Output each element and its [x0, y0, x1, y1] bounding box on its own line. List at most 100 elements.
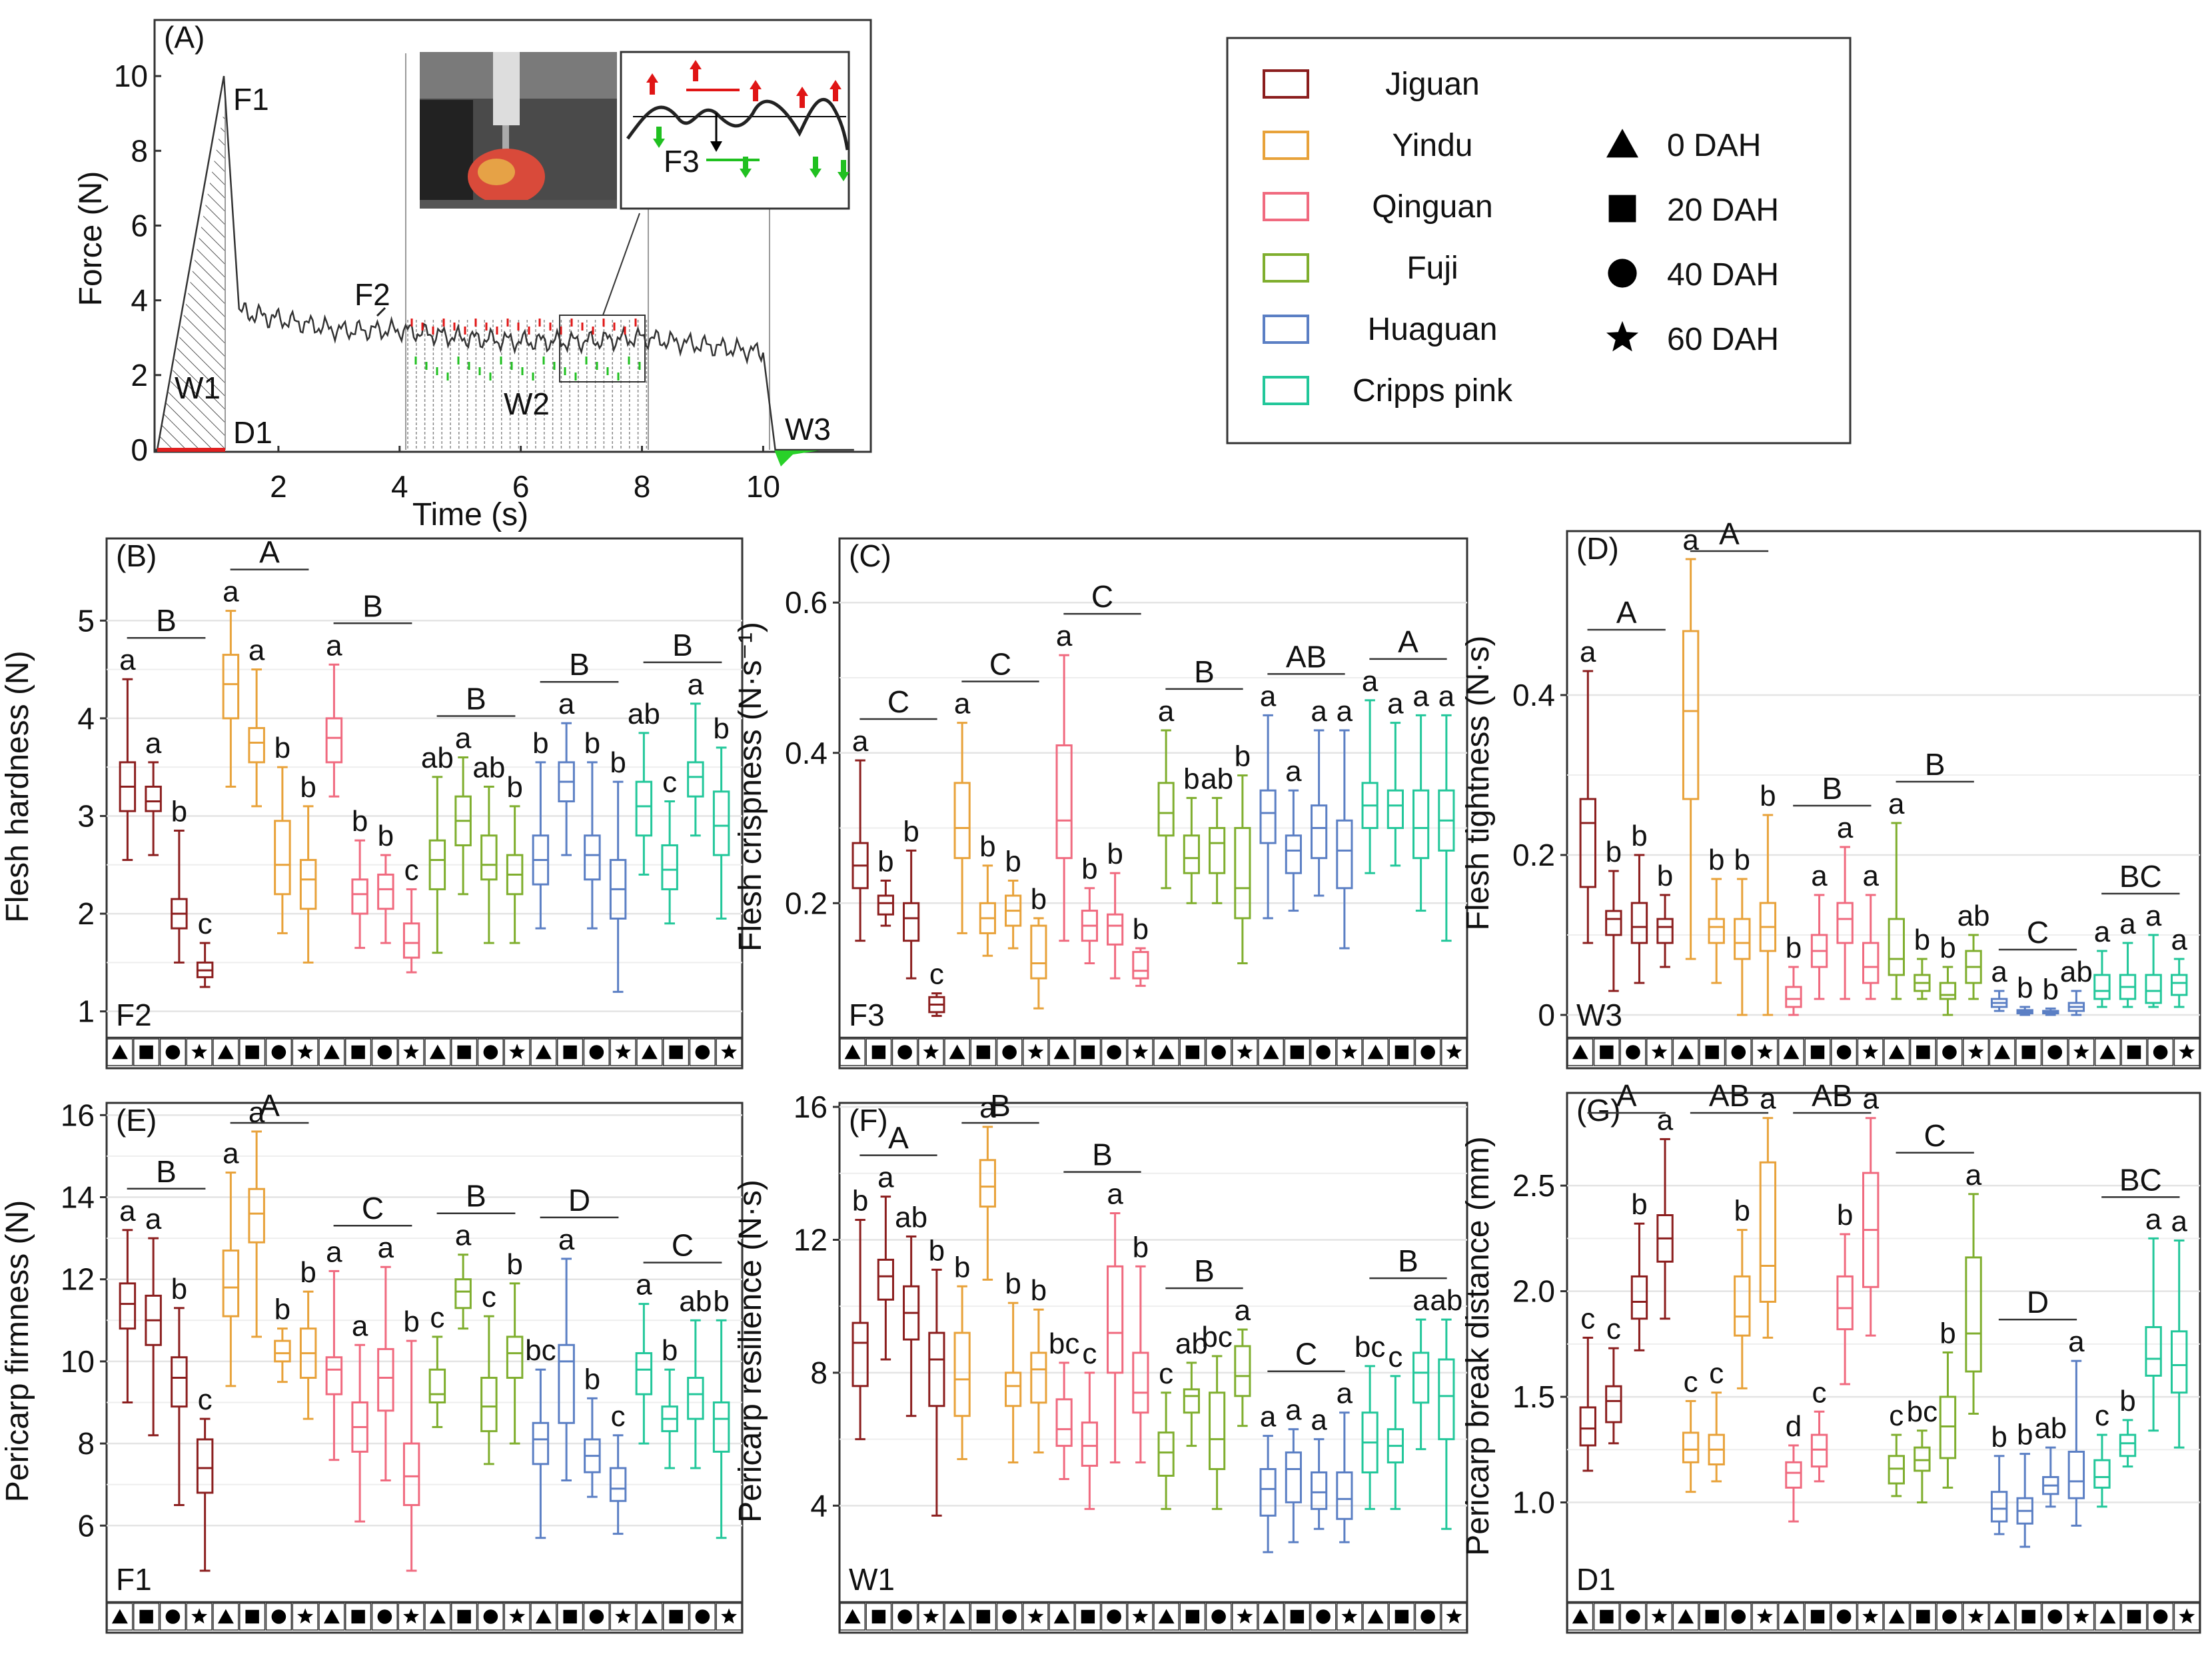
box-qinguan-star — [402, 922, 420, 959]
panel-frame — [1566, 1092, 2201, 1634]
box-qinguan-star — [1132, 1351, 1149, 1414]
significance-letter: b — [2017, 1419, 2033, 1451]
circle-icon — [1836, 1609, 1852, 1624]
triangle-icon — [1572, 1044, 1588, 1060]
significance-letter: b — [2043, 973, 2059, 1006]
group-letter: B — [156, 1154, 177, 1189]
legend-stage-label: 60 DAH — [1667, 322, 1779, 357]
panel-corner-label: W3 — [1576, 998, 1622, 1032]
box-yindu-triangle — [953, 782, 971, 860]
significance-letter: b — [171, 1273, 187, 1305]
square-icon — [669, 1045, 683, 1060]
box-fuji-star — [506, 1335, 524, 1379]
legend-cultivars: Jiguan Yindu Qinguan Fuji Huaguan Cripps pink — [1263, 67, 1513, 409]
star-icon — [191, 1608, 208, 1624]
star-icon — [1651, 1044, 1668, 1060]
box-fuji-circle — [1939, 1395, 1957, 1459]
panel-g: 1.0 1.5 2.0 2.5 (G) D1 Pericarp break distance… — [1460, 1078, 2201, 1634]
box-yindu-star — [1759, 1161, 1777, 1303]
group-letter: BC — [2119, 1162, 2162, 1197]
box-qinguan-triangle — [325, 1356, 343, 1395]
annot-d1: D1 — [233, 415, 273, 450]
star-icon — [1237, 1608, 1253, 1624]
legend-cultivar-label: Fuji — [1406, 251, 1458, 286]
circle-icon — [1731, 1045, 1746, 1060]
significance-letter: ab — [1201, 762, 1233, 795]
significance-letter: ab — [1957, 900, 1990, 932]
annot-w2: W2 — [504, 387, 550, 421]
box-huaguan-triangle — [1259, 789, 1277, 844]
significance-letter: b — [378, 820, 394, 852]
square-icon — [1185, 1045, 1200, 1060]
ytick-label: 12 — [794, 1222, 828, 1257]
circle-icon — [1316, 1045, 1331, 1060]
panel-a-xtick-label: 10 — [746, 469, 780, 504]
symbol-cell — [133, 1603, 160, 1631]
panel-corner-label: F3 — [849, 998, 885, 1032]
box-fuji-star — [1965, 1256, 1982, 1373]
group-letter: C — [672, 1228, 694, 1263]
significance-letter: a — [979, 1092, 996, 1124]
triangle-icon — [949, 1609, 965, 1624]
box-huaguan-star — [1336, 1471, 1353, 1520]
triangle-icon — [2099, 1609, 2116, 1624]
legend-stage-label: 20 DAH — [1667, 193, 1779, 228]
ytick-label: 3 — [77, 798, 95, 833]
star-icon — [2073, 1608, 2089, 1624]
legend-swatch — [1263, 315, 1309, 344]
box-qinguan-triangle — [1055, 744, 1073, 860]
star-icon — [1606, 321, 1638, 352]
panel-a-xlabel: Time (s) — [412, 497, 528, 532]
legend-swatch — [1263, 192, 1309, 221]
symbol-cell — [1023, 1038, 1049, 1066]
y-axis-label: Pericarp resilience (N·s) — [733, 1180, 768, 1523]
square-icon — [871, 1045, 886, 1060]
circle-icon — [589, 1045, 604, 1060]
triangle-icon — [2099, 1044, 2116, 1060]
triangle-icon — [1158, 1609, 1175, 1624]
significance-letter: a — [223, 1138, 239, 1170]
group-letter: B — [1194, 1253, 1215, 1288]
box-qinguan-triangle — [1785, 1461, 1802, 1489]
square-icon — [2127, 1609, 2141, 1624]
box-yindu-circle — [274, 820, 291, 896]
box-huaguan-star — [2067, 1450, 2085, 1499]
panel-frame — [838, 1102, 1468, 1634]
star-icon — [923, 1608, 939, 1624]
box-huaguan-triangle — [1259, 1468, 1277, 1517]
significance-letter: a — [1158, 695, 1175, 728]
symbol-cell — [2173, 1038, 2200, 1066]
star-icon — [1651, 1608, 1668, 1624]
group-letter: AB — [1709, 1078, 1750, 1113]
square-icon — [563, 1609, 577, 1624]
group-letter: AB — [1812, 1078, 1852, 1113]
significance-letter: bc — [1355, 1331, 1385, 1363]
legend-cultivar-label: Yindu — [1392, 128, 1473, 163]
box-huaguan-circle — [1311, 1471, 1328, 1510]
significance-letter: a — [1811, 860, 1828, 892]
significance-letter: a — [852, 725, 869, 758]
box-cripps-pink-star — [2171, 1330, 2188, 1394]
box-yindu-triangle — [1682, 1431, 1700, 1463]
panel-label: (G) — [1576, 1093, 1620, 1128]
star-icon — [1132, 1044, 1149, 1060]
group-letter: B — [1092, 1138, 1113, 1172]
force-curve — [156, 75, 854, 451]
triangle-icon — [1994, 1609, 2011, 1624]
ytick-label: 4 — [77, 701, 95, 736]
circle-icon — [695, 1609, 710, 1624]
square-icon — [2127, 1045, 2141, 1060]
box-huaguan-star — [1336, 819, 1353, 890]
significance-letter: b — [1734, 844, 1750, 876]
significance-letter: d — [1786, 1410, 1802, 1443]
significance-letter: b — [1734, 1195, 1750, 1228]
significance-letter: c — [198, 1383, 213, 1416]
panel-a-yticks: 0 2 4 6 8 10 — [114, 59, 161, 467]
significance-letter: b — [929, 1234, 945, 1267]
legend-stage-label: 40 DAH — [1667, 257, 1779, 293]
panel-a-xtick-label: 2 — [270, 469, 287, 504]
star-icon — [2073, 1044, 2089, 1060]
significance-letter: c — [1082, 1337, 1097, 1370]
